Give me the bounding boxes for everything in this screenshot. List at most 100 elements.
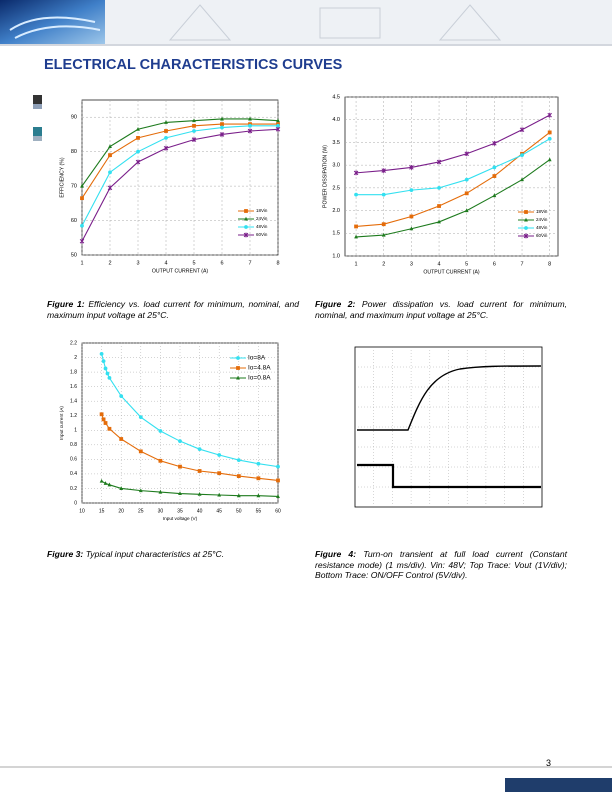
- marker: [409, 214, 414, 219]
- caption-text: Turn-on transient at full load current (…: [315, 549, 567, 580]
- x-tick-label: 6: [220, 260, 223, 266]
- marker: [101, 359, 106, 364]
- marker: [492, 165, 497, 170]
- y-tick-label: 4.5: [332, 94, 340, 100]
- marker: [119, 486, 124, 490]
- marker: [80, 223, 84, 228]
- series-line: [356, 138, 550, 196]
- y-tick-label: 1.4: [70, 399, 77, 405]
- marker: [192, 129, 196, 133]
- x-tick-label: 40: [197, 508, 203, 514]
- y-tick-label: 3.0: [332, 163, 340, 169]
- y-tick-label: 60: [71, 218, 77, 224]
- marker: [464, 208, 469, 213]
- y-tick-label: 1.5: [332, 231, 340, 237]
- marker: [437, 204, 441, 208]
- series-line: [356, 159, 551, 238]
- marker: [464, 191, 469, 196]
- legend-label: 24Vin: [256, 216, 268, 221]
- x-tick-label: 6: [493, 261, 496, 267]
- marker: [524, 226, 528, 230]
- marker: [217, 492, 222, 497]
- side-markers: [33, 95, 42, 141]
- x-tick-label: 25: [138, 508, 144, 514]
- marker: [354, 224, 358, 229]
- header-banner: [0, 0, 612, 46]
- y-tick-label: 4.0: [332, 117, 340, 123]
- marker: [520, 177, 524, 182]
- marker: [103, 421, 108, 425]
- x-tick-label: 30: [158, 508, 164, 514]
- marker: [436, 159, 442, 165]
- marker: [381, 232, 386, 237]
- marker: [244, 216, 248, 221]
- y-axis-label: Input current (A): [59, 406, 64, 440]
- marker: [99, 412, 104, 417]
- marker: [523, 233, 529, 239]
- x-tick-label: 55: [256, 508, 262, 514]
- y-tick-label: 0.6: [70, 457, 77, 463]
- marker: [136, 149, 140, 154]
- marker: [135, 159, 141, 165]
- marker: [119, 437, 124, 441]
- marker: [256, 461, 261, 466]
- marker: [248, 116, 252, 121]
- x-tick-label: 4: [438, 261, 441, 267]
- x-tick-label: 1: [355, 261, 358, 267]
- marker: [163, 145, 169, 151]
- legend-label: Io=8A: [248, 355, 266, 362]
- legend-label: 48Vin: [256, 224, 268, 229]
- y-axis-label: POWER DISSIPATION (W): [322, 145, 328, 208]
- marker: [381, 168, 386, 173]
- marker: [492, 193, 497, 198]
- marker: [247, 128, 253, 134]
- caption-label: Figure 1:: [47, 299, 85, 309]
- marker: [164, 135, 168, 140]
- marker: [158, 458, 163, 463]
- caption-text: Typical input characteristics at 25°C.: [85, 549, 225, 559]
- marker: [79, 238, 85, 244]
- marker: [243, 232, 249, 238]
- x-axis-label: OUTPUT CURRENT (A): [423, 269, 480, 275]
- marker: [197, 469, 202, 473]
- legend-label: 18Vin: [256, 208, 268, 213]
- y-tick-label: 1.2: [70, 413, 77, 419]
- plot-frame: [344, 96, 559, 257]
- marker: [80, 196, 84, 201]
- scope-image: [354, 346, 543, 508]
- marker: [244, 225, 248, 229]
- y-tick-label: 0.2: [70, 486, 77, 492]
- x-tick-label: 3: [136, 260, 139, 266]
- marker: [164, 120, 168, 124]
- marker: [276, 478, 280, 483]
- caption: Figure 4: Turn-on transient at full load…: [315, 549, 567, 581]
- legend-label: 18Vin: [536, 209, 548, 214]
- marker: [192, 118, 196, 123]
- caption-label: Figure 2:: [315, 299, 356, 309]
- marker: [107, 482, 112, 487]
- marker: [108, 153, 112, 158]
- legend-label: 48Vin: [536, 225, 548, 230]
- y-tick-label: 50: [71, 252, 77, 258]
- marker: [409, 165, 414, 170]
- marker: [464, 151, 469, 157]
- marker: [197, 491, 202, 496]
- section-title: ELECTRICAL CHARACTERISTICS CURVES: [44, 57, 343, 73]
- marker: [276, 464, 280, 469]
- x-tick-label: 4: [164, 260, 167, 266]
- marker: [103, 481, 108, 485]
- x-tick-label: 3: [410, 261, 413, 267]
- marker: [547, 136, 552, 141]
- marker: [108, 170, 112, 175]
- y-tick-label: 1.8: [70, 369, 77, 375]
- marker: [248, 123, 252, 128]
- y-tick-label: 1: [74, 428, 77, 434]
- marker: [353, 170, 359, 176]
- caption-label: Figure 3:: [47, 549, 84, 559]
- marker: [524, 217, 528, 222]
- y-tick-label: 1.0: [332, 253, 340, 259]
- x-axis-label: OUTPUT CURRENT (A): [152, 268, 209, 274]
- caption-text: Power dissipation vs. load current for m…: [315, 299, 567, 320]
- marker: [220, 116, 224, 121]
